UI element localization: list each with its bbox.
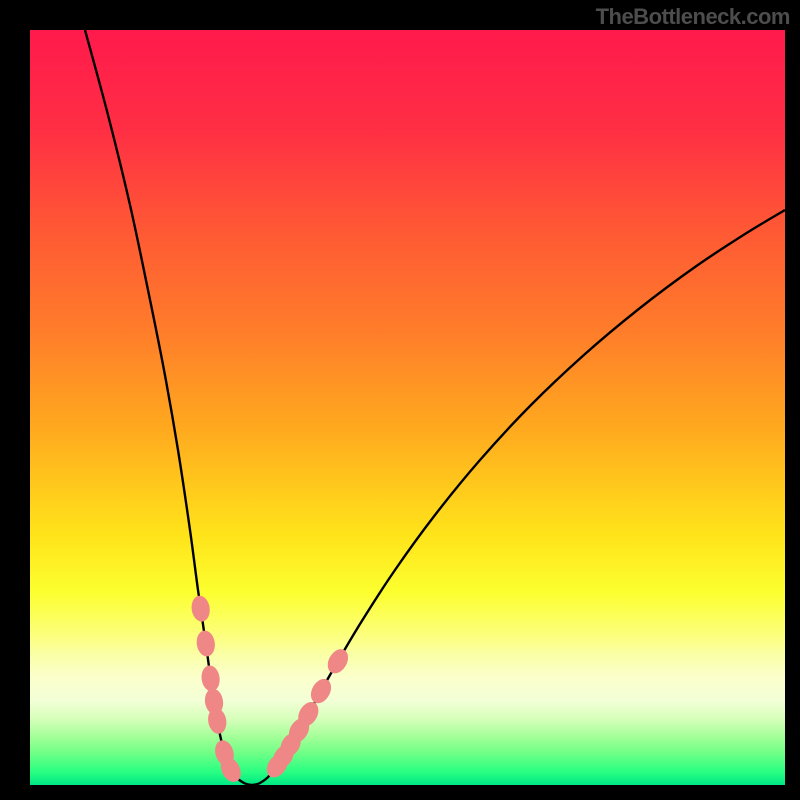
- watermark: TheBottleneck.com: [596, 4, 790, 30]
- watermark-text: TheBottleneck.com: [596, 4, 790, 29]
- chart-container: TheBottleneck.com: [0, 0, 800, 800]
- gradient-background: [30, 30, 785, 785]
- plot-svg: [30, 30, 785, 785]
- plot-area: [30, 30, 785, 785]
